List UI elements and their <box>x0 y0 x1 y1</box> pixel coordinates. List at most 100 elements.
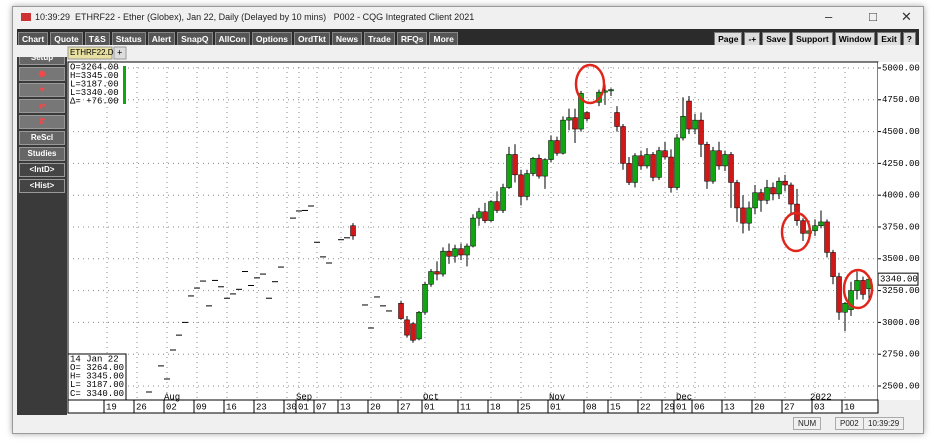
last-price-label: 3340.00 <box>880 275 918 285</box>
y-tick-label: 3000.00 <box>882 318 920 328</box>
x-tick-label: 01 <box>424 402 435 412</box>
month-label: Sep <box>296 392 312 402</box>
candle-body <box>560 119 566 154</box>
candle-body <box>656 150 662 178</box>
menu-button[interactable]: Save <box>762 32 791 47</box>
icon-button[interactable]: ◉ <box>19 67 65 81</box>
candle-body <box>776 180 782 195</box>
status-field: NUM <box>793 417 822 430</box>
info-box <box>67 353 127 401</box>
window-title: 10:39:29 ETHRF22 - Ether (Globex), Jan 2… <box>35 12 475 22</box>
candle-body <box>674 137 680 188</box>
x-tick-label: 01 <box>298 402 309 412</box>
y-tick-label: 5000.00 <box>882 63 920 73</box>
icon-button[interactable]: ✦ <box>19 83 65 97</box>
candle-body <box>470 217 476 247</box>
maximize[interactable]: □ <box>869 9 877 24</box>
x-tick-label: 01 <box>550 402 561 412</box>
candle-body <box>518 174 524 197</box>
candle-body <box>650 154 656 178</box>
info-line: C= 3340.00 <box>70 389 124 399</box>
candle-body <box>578 93 584 130</box>
tab-label: ETHRF22.D <box>70 48 114 57</box>
candle-body <box>746 207 752 224</box>
quote-line: O=3264.00 <box>70 62 119 72</box>
candle-body <box>488 201 494 221</box>
candle-body <box>410 323 416 341</box>
candle-body <box>422 283 428 313</box>
candle-body <box>482 211 488 221</box>
candle-body <box>536 158 542 177</box>
candle-body <box>572 117 578 130</box>
month-label: Oct <box>423 392 439 402</box>
candle-body <box>842 303 848 313</box>
menu-button[interactable]: Alert <box>147 32 176 47</box>
quote-line: Δ= +76.00 <box>70 96 119 106</box>
candle-body <box>764 187 770 201</box>
x-axis-area <box>67 399 879 414</box>
menu-button[interactable]: Exit <box>877 32 901 47</box>
candle-body <box>752 192 758 209</box>
x-tick-label: 20 <box>754 402 765 412</box>
x-tick-label: 13 <box>340 402 351 412</box>
x-tick-label: 18 <box>490 402 501 412</box>
month-label: Aug <box>164 392 180 402</box>
highlight-circle <box>574 63 606 105</box>
candle-body <box>458 248 464 256</box>
candle-body <box>830 252 836 277</box>
icon-button[interactable]: ⇄ <box>19 99 65 113</box>
highlight-circle <box>842 268 874 310</box>
candle-body <box>638 155 644 167</box>
x-tick-label: 26 <box>136 402 147 412</box>
candle-body <box>542 159 548 177</box>
side-button[interactable]: ReScl <box>19 131 65 145</box>
status-bar: NUM P002 10:39:29 <box>17 417 919 430</box>
y-tick-label: 4000.00 <box>882 191 920 201</box>
x-tick-label: 07 <box>316 402 327 412</box>
month-label: Nov <box>549 392 566 402</box>
x-tick-label: 30 <box>286 402 297 412</box>
candle-body <box>722 154 728 167</box>
candle-body <box>506 154 512 188</box>
quote-line: L=3340.00 <box>70 88 119 98</box>
y-tick-label: 4500.00 <box>882 127 920 137</box>
candle-body <box>512 154 518 176</box>
x-tick-label: 29 <box>664 402 675 412</box>
x-tick-label: 27 <box>400 402 411 412</box>
info-line: H= 3345.00 <box>70 372 124 382</box>
x-tick-label: 10 <box>844 402 855 412</box>
side-button[interactable]: <IntD> <box>19 163 65 177</box>
last-price-tag <box>877 272 919 286</box>
close[interactable]: ✕ <box>901 9 912 24</box>
y-tick-label: 3250.00 <box>882 286 920 296</box>
axis-area <box>878 62 920 400</box>
menu-button[interactable]: OrdTkt <box>294 32 330 47</box>
candle-body <box>662 150 668 158</box>
minimize[interactable]: – <box>825 9 833 24</box>
candle-body <box>446 250 452 257</box>
candle-body <box>668 156 674 188</box>
info-line: 14 Jan 22 <box>70 354 119 364</box>
y-tick-label: 3750.00 <box>882 222 920 232</box>
candle-body <box>416 311 422 340</box>
y-tick-label: 2500.00 <box>882 381 920 391</box>
highlight-circle <box>780 211 812 253</box>
y-tick-label: 2750.00 <box>882 350 920 360</box>
candle-body <box>824 221 830 253</box>
app-icon <box>21 13 31 21</box>
icon-button[interactable]: ⇵ <box>19 115 65 129</box>
tab-add <box>113 46 127 60</box>
candle-body <box>632 155 638 183</box>
candle-body <box>836 276 842 313</box>
side-button[interactable]: Studies <box>19 147 65 161</box>
candle-body <box>584 112 590 120</box>
x-tick-label: 03 <box>814 402 825 412</box>
candle-body <box>626 163 632 183</box>
side-button[interactable]: <Hist> <box>19 179 65 193</box>
candle-body <box>704 144 710 182</box>
x-tick-label: 06 <box>694 402 705 412</box>
candle-body <box>548 140 554 160</box>
month-label: Dec <box>676 392 692 402</box>
month-label: 2022 <box>810 392 832 402</box>
